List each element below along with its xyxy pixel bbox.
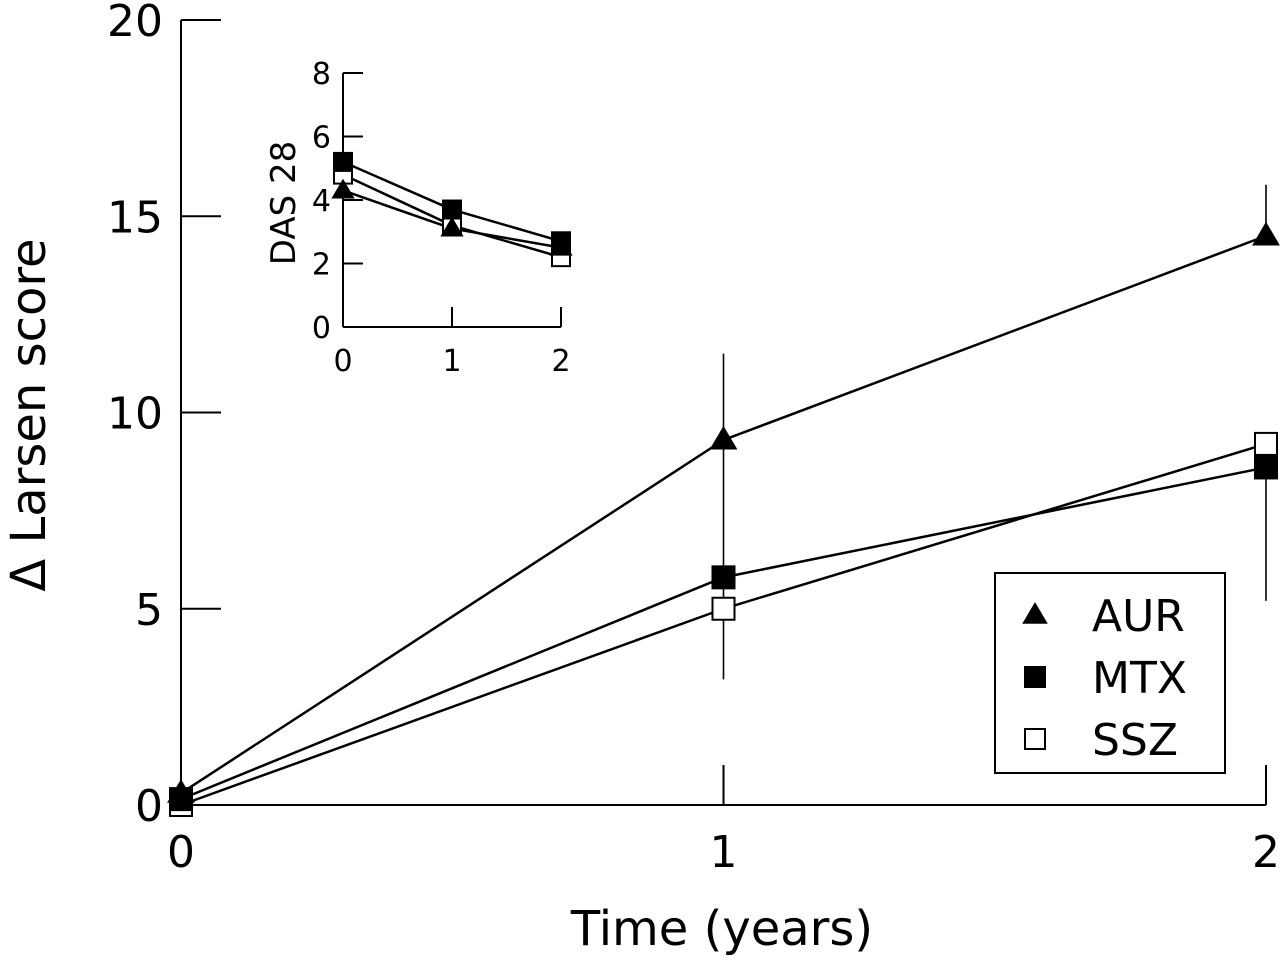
y-axis-label: Δ Larsen score	[1, 238, 57, 591]
inset-x-tick-label: 2	[551, 344, 570, 379]
main-series	[167, 184, 1280, 817]
x-axis-label: Time (years)	[570, 901, 873, 957]
data-point-ssz	[711, 596, 736, 621]
inset-axes: 0 2 4 6 8 0 1 2	[312, 57, 571, 379]
data-point-aur	[167, 779, 195, 803]
data-point-aur	[709, 425, 738, 450]
legend-marker-aur	[1022, 602, 1048, 624]
inset-data-point-aur	[331, 178, 355, 199]
inset-x-tick-label: 1	[442, 344, 461, 379]
inset-data-point-mtx	[333, 151, 353, 172]
inset-series	[331, 151, 573, 268]
inset-y-tick-label: 6	[312, 121, 331, 156]
y-tick-label: 20	[107, 0, 163, 47]
inset-data-point-aur	[440, 216, 464, 237]
inset-data-point-aur	[549, 235, 573, 256]
data-point-mtx	[711, 565, 736, 590]
inset-data-point-mtx	[442, 199, 462, 220]
inset-y-axis-label: DAS 28	[264, 141, 304, 266]
data-point-ssz	[1254, 431, 1278, 456]
x-tick-label: 1	[710, 827, 738, 878]
x-tick-label: 2	[1252, 827, 1280, 878]
y-tick-label: 5	[135, 585, 163, 636]
y-tick-label: 10	[107, 389, 163, 440]
x-tick-label: 0	[167, 827, 195, 878]
inset-x-tick-label: 0	[333, 344, 352, 379]
inset-y-tick-label: 2	[312, 248, 331, 283]
inset-y-tick-label: 0	[312, 311, 331, 346]
inset-y-tick-label: 8	[312, 57, 331, 92]
legend-marker-ssz	[1024, 728, 1046, 750]
legend-label-mtx: MTX	[1092, 653, 1187, 704]
legend: AUR MTX SSZ	[994, 572, 1226, 774]
legend-label-aur: AUR	[1092, 591, 1185, 642]
inset-y-tick-label: 4	[312, 184, 331, 219]
data-point-aur	[1252, 221, 1280, 246]
y-tick-label: 15	[107, 192, 163, 243]
data-point-mtx	[1254, 455, 1278, 480]
legend-label-ssz: SSZ	[1092, 715, 1178, 766]
y-tick-label: 0	[135, 781, 163, 832]
legend-marker-mtx	[1024, 666, 1046, 688]
